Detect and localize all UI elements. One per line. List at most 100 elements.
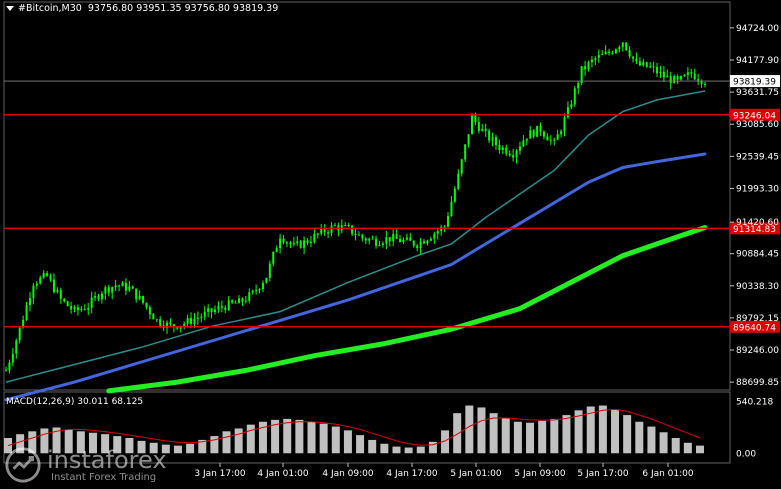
candle-body — [142, 295, 145, 303]
candle-body — [97, 295, 100, 300]
candle-body — [241, 298, 244, 302]
candle-body — [471, 115, 473, 135]
candle-body — [518, 146, 521, 151]
macd-histogram-bar — [76, 431, 85, 454]
candle-body — [63, 298, 66, 302]
candle-body — [498, 144, 501, 151]
macd-histogram-bar — [295, 419, 304, 454]
candle-body — [155, 319, 158, 321]
candle-body — [114, 285, 117, 288]
y-tick-label: 93085.60 — [736, 120, 779, 130]
candle-body — [131, 286, 134, 289]
candle-body — [25, 305, 28, 320]
grid — [3, 1, 731, 464]
candle-body — [234, 302, 237, 304]
macd-histogram-bar — [283, 418, 292, 454]
candle-body — [5, 370, 7, 372]
horizontal-levels[interactable]: 93246.04 91314.83 89640.74 93819.39 — [4, 75, 780, 333]
candle-body — [566, 107, 569, 118]
candle-body — [481, 128, 484, 131]
candle-body — [285, 242, 288, 244]
macd-histogram-bar — [683, 442, 692, 454]
candle-body — [453, 188, 456, 202]
candle-body — [604, 51, 607, 54]
sma-slow-line — [106, 225, 708, 394]
candle-body — [323, 227, 326, 233]
candle-body — [484, 128, 487, 131]
candle-body — [697, 79, 700, 81]
candle-body — [330, 225, 333, 233]
candle-body — [224, 307, 227, 310]
candle-body — [556, 134, 559, 140]
candle-body — [214, 309, 217, 313]
candle-body — [354, 233, 357, 236]
candle-body — [381, 243, 384, 245]
macd-histogram-bar — [550, 418, 559, 454]
candle-body — [100, 293, 103, 300]
macd-histogram-bar — [16, 434, 25, 454]
watermark-tagline: Instant Forex Trading — [51, 471, 157, 483]
candle-body — [590, 59, 593, 63]
candle-body — [248, 292, 251, 301]
y-tick-label: 88699.85 — [736, 378, 779, 388]
y-tick-label: 92539.45 — [736, 152, 779, 162]
candle-body — [238, 298, 240, 304]
macd-histogram-bar — [173, 445, 182, 454]
macd-histogram-bar — [647, 426, 656, 454]
macd-histogram-bar — [611, 409, 620, 454]
candle-body — [344, 225, 347, 227]
macd-histogram-bar — [137, 440, 146, 454]
candle-body — [409, 237, 412, 241]
watermark: instaforex Instant Forex Trading — [4, 446, 167, 484]
candle-body — [145, 302, 148, 308]
candle-body — [399, 238, 402, 243]
candle-body — [549, 139, 552, 141]
level-price-tag — [730, 320, 780, 333]
candle-body — [152, 314, 155, 320]
candle-body — [255, 290, 258, 292]
macd-histogram-bar — [64, 429, 73, 454]
candle-body — [227, 300, 230, 310]
x-tick-label: 3 Jan 17:00 — [194, 469, 246, 479]
candle-body — [176, 326, 179, 329]
candle-body — [15, 340, 18, 354]
candle-body — [169, 322, 172, 325]
candle-body — [272, 251, 275, 264]
moving-averages — [4, 90, 708, 402]
macd-histogram-bar — [52, 427, 61, 454]
candle-body — [94, 295, 97, 298]
candle-body — [508, 153, 511, 156]
dropdown-triangle-icon[interactable] — [6, 6, 14, 11]
macd-y-tick-label: 0.00 — [736, 449, 756, 459]
x-tick-label: 4 Jan 01:00 — [257, 469, 309, 479]
candle-body — [306, 240, 309, 244]
candle-body — [553, 139, 556, 141]
level-price-label: 93246.04 — [733, 111, 776, 121]
candle-body — [292, 243, 295, 245]
candle-body — [704, 83, 706, 85]
macd-histogram-bar — [258, 421, 267, 454]
macd-histogram-bar — [513, 421, 522, 454]
candle-body — [351, 225, 354, 234]
candle-body — [203, 311, 206, 317]
candle-body — [628, 49, 631, 57]
price-panel-frame — [3, 1, 731, 391]
candle-body — [457, 173, 460, 189]
candle-body — [467, 134, 470, 145]
candle-body — [357, 234, 360, 236]
macd-histogram-bar — [88, 432, 97, 454]
candle-body — [656, 67, 659, 74]
macd-histogram-bar — [161, 444, 170, 454]
macd-histogram-bar — [186, 443, 195, 454]
candle-body — [166, 322, 169, 328]
candle-body — [412, 240, 415, 246]
candle-body — [546, 136, 549, 141]
candle-body — [49, 275, 52, 280]
candle-body — [584, 66, 587, 70]
candle-body — [580, 66, 583, 84]
candle-body — [611, 53, 614, 55]
candle-body — [347, 225, 350, 227]
candle-body — [570, 104, 573, 108]
macd-histogram-bar — [574, 410, 583, 454]
